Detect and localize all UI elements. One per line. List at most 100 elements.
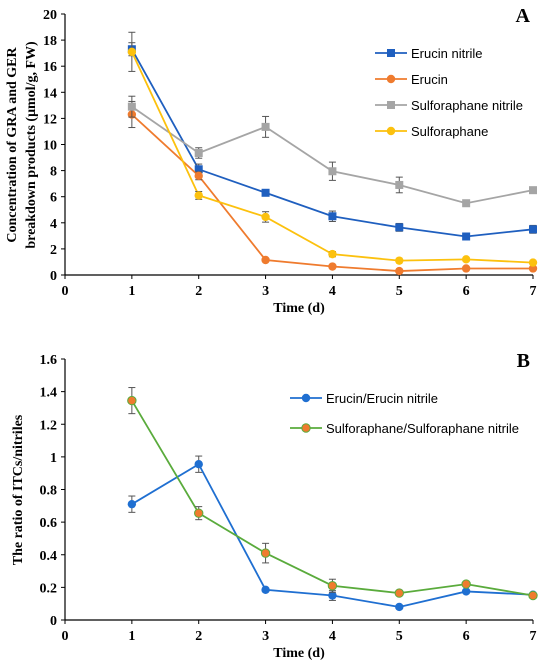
panel-b-legend-label: Erucin/Erucin nitrile bbox=[326, 391, 438, 406]
panel-b-y-axis-label: The ratio of ITCs/nitriles bbox=[11, 414, 26, 565]
panel-a-series-2 bbox=[127, 95, 537, 208]
panel-a-y-tick-label: 14 bbox=[43, 86, 57, 101]
panel-a-data-point bbox=[528, 264, 538, 273]
panel-a-data-point bbox=[395, 180, 404, 189]
panel-b-legend-item: Erucin/Erucin nitrile bbox=[290, 391, 438, 406]
panel-b-y-tick-label: 1.2 bbox=[40, 418, 58, 433]
panel-a-data-point bbox=[261, 188, 270, 197]
panel-b-data-point bbox=[194, 460, 203, 469]
panel-b-data-point bbox=[194, 508, 204, 518]
panel-a-x-tick-label: 1 bbox=[128, 284, 135, 299]
panel-b-data-point bbox=[394, 588, 404, 598]
panel-a-data-point bbox=[328, 262, 337, 271]
panel-a-legend-label: Erucin nitrile bbox=[411, 46, 483, 61]
panel-a-legend-item: Erucin bbox=[375, 72, 448, 87]
panel-a-y-tick-label: 10 bbox=[43, 139, 57, 154]
panel-a-series-0 bbox=[127, 42, 537, 241]
panel-b-x-tick-label: 6 bbox=[463, 629, 470, 644]
panel-b-y-tick-label: 1 bbox=[50, 451, 57, 466]
panel-a-y-tick-label: 18 bbox=[43, 34, 57, 49]
panel-b-panel-label: B bbox=[517, 350, 530, 372]
panel-b-legend-item: Sulforaphane/Sulforaphane nitrile bbox=[290, 421, 519, 436]
panel-a-x-tick-label: 7 bbox=[530, 284, 537, 299]
panel-b-x-axis-label: Time (d) bbox=[273, 646, 325, 661]
panel-b-data-point bbox=[528, 590, 538, 601]
panel-a-data-point bbox=[194, 148, 203, 157]
panel-a-series-3 bbox=[127, 31, 538, 267]
panel-a-data-point bbox=[194, 191, 203, 200]
panel-a-y-tick-label: 2 bbox=[50, 243, 57, 258]
panel-b-data-point bbox=[127, 499, 137, 509]
panel-b-series-1 bbox=[127, 387, 538, 601]
panel-b-data-point bbox=[328, 591, 337, 600]
panel-a-data-point bbox=[529, 225, 537, 234]
panel-a-legend-label: Sulforaphane bbox=[411, 124, 488, 139]
panel-b-x-tick-label: 4 bbox=[329, 629, 336, 644]
panel-a-y-tick-label: 0 bbox=[50, 269, 57, 284]
panel-b-y-tick-label: 0.8 bbox=[40, 484, 58, 499]
panel-a-x-tick-label: 5 bbox=[396, 284, 403, 299]
panel-a-legend-label: Sulforaphane nitrile bbox=[411, 98, 523, 113]
panel-a-y-tick-label: 4 bbox=[50, 217, 57, 232]
panel-a-x-tick-label: 2 bbox=[195, 284, 202, 299]
panel-a-data-point bbox=[194, 165, 203, 174]
panel-a-x-tick-label: 6 bbox=[463, 284, 470, 299]
panel-a-data-point bbox=[395, 256, 404, 265]
panel-a-y-axis-label: breakdown products (μmol/g, FW) bbox=[24, 41, 39, 249]
panel-b-y-tick-label: 0 bbox=[50, 614, 57, 629]
panel-a-legend: Erucin nitrile Erucin Sulforaphane nitrile… bbox=[375, 46, 523, 139]
panel-b-chart: 0 0.2 0.4 0.6 0.8 1 1.2 1.4 1.6 0 1 2 3 4 5 6 7 Time (d) T… bbox=[11, 350, 538, 661]
panel-a-data-point bbox=[328, 249, 337, 259]
panel-a-data-point bbox=[261, 212, 270, 222]
panel-a-data-point bbox=[194, 171, 203, 181]
panel-b-y-tick-label: 0.6 bbox=[40, 516, 58, 531]
panel-b-y-tick-label: 0.4 bbox=[40, 549, 58, 564]
panel-b-x-tick-label: 7 bbox=[530, 629, 537, 644]
panel-a-y-tick-label: 12 bbox=[43, 112, 57, 127]
panel-a-data-point bbox=[328, 212, 337, 221]
panel-a-series-line bbox=[131, 105, 534, 205]
panel-b-data-point bbox=[260, 548, 271, 558]
panel-a-data-point bbox=[529, 186, 537, 195]
panel-a-legend-item: Erucin nitrile bbox=[375, 46, 483, 61]
panel-a-panel-label: A bbox=[516, 5, 531, 27]
panel-b-data-point bbox=[261, 585, 270, 595]
panel-a-y-tick-label: 6 bbox=[50, 191, 57, 206]
panel-a-y-tick-label: 20 bbox=[43, 8, 57, 23]
panel-b-y-tick-label: 1.4 bbox=[40, 386, 58, 401]
panel-b-x-tick-label: 0 bbox=[62, 629, 69, 644]
panel-a-data-point bbox=[528, 258, 538, 267]
panel-a-data-point bbox=[462, 199, 471, 208]
panel-a-y-tick-label: 16 bbox=[43, 60, 57, 75]
panel-b-y-tick-label: 0.2 bbox=[40, 581, 58, 596]
panel-a-legend-item: Sulforaphane bbox=[375, 124, 488, 139]
panel-b-data-point bbox=[127, 395, 137, 406]
panel-a-data-point bbox=[261, 255, 270, 265]
panel-b-data-point bbox=[327, 581, 338, 591]
panel-b-legend-label: Sulforaphane/Sulforaphane nitrile bbox=[326, 421, 519, 436]
panel-a-data-point bbox=[127, 102, 136, 111]
panel-a-legend-item: Sulforaphane nitrile bbox=[375, 98, 523, 113]
panel-b-x-tick-label: 1 bbox=[128, 629, 135, 644]
panel-b-x-tick-label: 2 bbox=[195, 629, 202, 644]
panel-b-y-tick-label: 1.6 bbox=[40, 353, 58, 368]
panel-a-x-tick-label: 4 bbox=[329, 284, 336, 299]
panel-a-series-1 bbox=[127, 100, 538, 276]
panel-b-x-tick-label: 3 bbox=[262, 629, 269, 644]
panel-a-x-axis-label: Time (d) bbox=[273, 301, 325, 316]
panel-a-data-point bbox=[261, 122, 270, 131]
panel-b-legend: Erucin/Erucin nitrile Sulforaphane/Sulfor… bbox=[290, 391, 519, 436]
panel-b-x-tick-label: 5 bbox=[396, 629, 403, 644]
panel-a-y-axis-label: Concentration of GRA and GER bbox=[5, 46, 20, 242]
panel-b-data-point bbox=[395, 602, 404, 612]
panel-a-y-tick-label: 8 bbox=[50, 165, 57, 180]
panel-a-legend-label: Erucin bbox=[411, 72, 448, 87]
panel-a-data-point bbox=[328, 167, 337, 176]
panel-a-data-point bbox=[127, 47, 137, 57]
panel-a-data-point bbox=[461, 264, 471, 273]
panel-a-data-point bbox=[395, 223, 404, 232]
panel-a-data-point bbox=[461, 255, 471, 264]
panel-a-data-point bbox=[462, 232, 471, 241]
